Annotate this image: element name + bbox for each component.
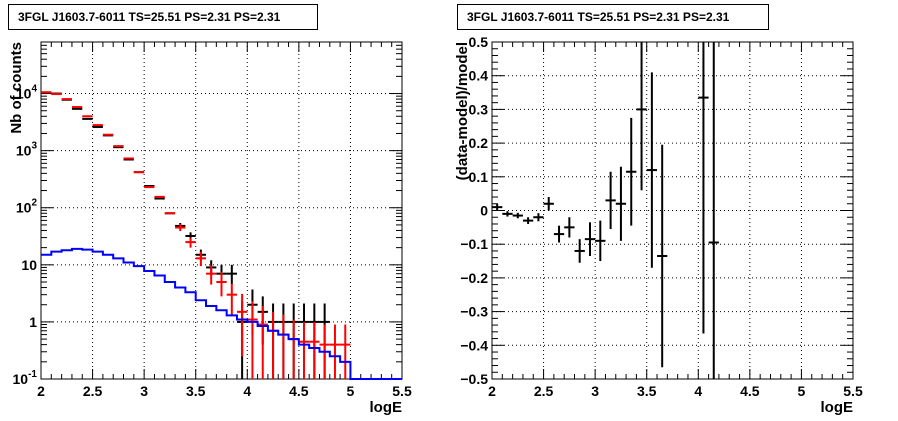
residuals-chart: 2 2.5 3 3.5 4 4.5 5 5.5 −0.5 −0.4 −0.3 −0.2 −0.1 0 0.1… xyxy=(454,34,863,416)
x-tick-label: 4 xyxy=(694,383,702,399)
x-tick-label: 2.5 xyxy=(534,383,554,399)
data-point xyxy=(175,223,186,232)
data-point xyxy=(195,251,207,267)
y-tick-label: 103 xyxy=(16,141,38,159)
data-point xyxy=(288,319,299,379)
data-point xyxy=(247,301,258,379)
residuals-panel: 3FGL J1603.7-6011 TS=25.51 PS=2.31 PS=2.… xyxy=(449,0,898,421)
y-tick-label: −0.5 xyxy=(460,371,488,387)
y-tick-label: 0.3 xyxy=(469,101,489,117)
data-point xyxy=(522,217,534,224)
x-tick-label: 2 xyxy=(37,383,45,399)
y-tick-label: 0.4 xyxy=(469,68,489,84)
data-point xyxy=(216,271,227,297)
x-tick-label: 2 xyxy=(488,383,496,399)
data-point xyxy=(626,117,637,226)
data-point xyxy=(512,212,523,219)
chart-title: 3FGL J1603.7-6011 TS=25.51 PS=2.31 PS=2.… xyxy=(8,4,318,30)
data-point xyxy=(543,197,554,211)
y-axis-label: (data-model)/model xyxy=(454,42,471,180)
data-point xyxy=(698,42,709,334)
counts-spectrum-panel: 3FGL J1603.7-6011 TS=25.51 PS=2.31 PS=2.… xyxy=(8,4,412,416)
data-point xyxy=(340,324,351,379)
data-point xyxy=(615,166,627,241)
data-point xyxy=(492,203,503,211)
data-point xyxy=(646,72,658,268)
data-point xyxy=(226,283,237,316)
x-tick-label: 3.5 xyxy=(637,383,657,399)
x-tick-label: 5.5 xyxy=(392,383,412,399)
x-tick-label: 4.5 xyxy=(740,383,760,399)
y-tick-label: 10 xyxy=(21,257,37,273)
x-tick-label: 5 xyxy=(798,383,806,399)
data-point xyxy=(605,171,616,230)
x-tick-label: 3.5 xyxy=(186,383,206,399)
data-point xyxy=(206,265,217,285)
data-point xyxy=(257,305,268,379)
data-point xyxy=(636,42,647,191)
y-tick-label: −0.4 xyxy=(460,337,488,353)
data-point xyxy=(584,222,596,256)
x-tick-label: 4 xyxy=(243,383,251,399)
model-step-line xyxy=(41,247,402,380)
data-point xyxy=(226,264,237,285)
data-point xyxy=(298,321,310,379)
x-tick-label: 5.5 xyxy=(843,383,863,399)
data-point xyxy=(185,237,196,248)
y-tick-label: −0.3 xyxy=(460,304,488,320)
data-point xyxy=(595,220,606,262)
data-point xyxy=(278,314,289,379)
x-tick-label: 4.5 xyxy=(289,383,309,399)
y-tick-label: 1 xyxy=(29,314,37,330)
data-point xyxy=(553,225,565,243)
y-axis-label: Nb of counts xyxy=(8,42,25,134)
x-axis-label: logE xyxy=(821,399,854,416)
x-tick-label: 3 xyxy=(140,383,148,399)
data-point xyxy=(657,144,668,368)
plot-frame xyxy=(40,41,403,380)
y-tick-label: 10-1 xyxy=(13,369,38,387)
data-point xyxy=(236,293,248,357)
y-tick-label: 0.2 xyxy=(469,135,489,151)
data-point xyxy=(309,321,320,379)
y-tick-label: 0.1 xyxy=(469,169,489,185)
data-point xyxy=(564,217,575,238)
x-axis-label: logE xyxy=(370,399,403,416)
y-tick-label: −0.1 xyxy=(460,236,488,252)
y-tick-label: −0.2 xyxy=(460,270,488,286)
data-point xyxy=(502,211,513,217)
chart-title: 3FGL J1603.7-6011 TS=25.51 PS=2.31 PS=2.… xyxy=(457,4,769,30)
x-tick-label: 3 xyxy=(591,383,599,399)
y-tick-label: 102 xyxy=(16,198,38,216)
data-point xyxy=(329,324,341,379)
y-tick-label: 0.5 xyxy=(469,34,489,50)
x-tick-label: 2.5 xyxy=(83,383,103,399)
data-point xyxy=(533,213,544,222)
x-tick-label: 5 xyxy=(347,383,355,399)
y-tick-label: 0 xyxy=(480,203,488,219)
data-point xyxy=(708,42,719,379)
data-point xyxy=(574,239,585,263)
